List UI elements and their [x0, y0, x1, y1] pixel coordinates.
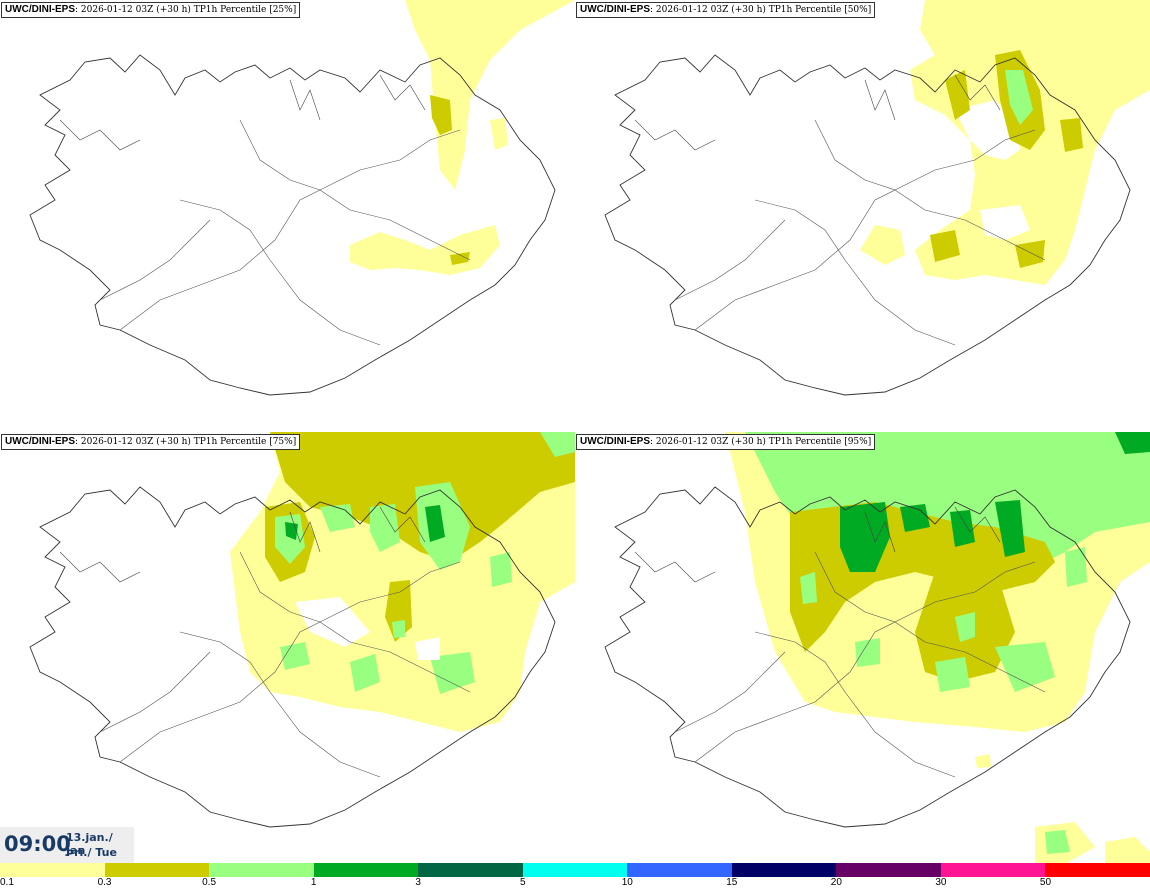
panel-subtitle: : 2026-01-12 03Z (+30 h) TP1h Percentile…: [650, 437, 872, 447]
precip-map-50: [604, 0, 1150, 396]
model-name: UWC/DINI-EPS: [580, 4, 650, 15]
precip-colorbar: [0, 863, 1150, 877]
colorbar-segment: [731, 863, 837, 877]
map-panel-75: UWC/DINI-EPS: 2026-01-12 03Z (+30 h) TP1…: [0, 432, 575, 864]
model-name: UWC/DINI-EPS: [5, 4, 75, 15]
precip-map-75: [29, 432, 575, 828]
colorbar-tick-label: 30: [935, 877, 947, 888]
panel-subtitle: : 2026-01-12 03Z (+30 h) TP1h Percentile…: [75, 437, 297, 447]
valid-date: 13.jan./ Jan: [66, 831, 113, 857]
panel-subtitle: : 2026-01-12 03Z (+30 h) TP1h Percentile…: [650, 5, 872, 15]
panel-label: UWC/DINI-EPS: 2026-01-12 03Z (+30 h) TP1…: [576, 434, 876, 450]
colorbar-segment: [209, 863, 314, 877]
precip-map-95: [604, 432, 1150, 864]
colorbar-segment: [418, 863, 523, 877]
panel-label: UWC/DINI-EPS: 2026-01-12 03Z (+30 h) TP1…: [1, 2, 301, 18]
colorbar-tick-label: 0.1: [0, 877, 14, 888]
panel-label: UWC/DINI-EPS: 2026-01-12 03Z (+30 h) TP1…: [1, 434, 301, 450]
colorbar-tick-label: 10: [621, 877, 633, 888]
colorbar-segment: [627, 863, 732, 877]
valid-time-box: 09:00 13.jan./ Jan Þri./ Tue: [0, 827, 134, 863]
colorbar-segment: [522, 863, 628, 877]
colorbar-tick-label: 50: [1039, 877, 1052, 888]
colorbar-tick-label: 5: [519, 877, 526, 888]
colorbar-segment: [0, 863, 105, 877]
map-panel-95: UWC/DINI-EPS: 2026-01-12 03Z (+30 h) TP1…: [575, 432, 1150, 864]
map-panel-50: UWC/DINI-EPS: 2026-01-12 03Z (+30 h) TP1…: [575, 0, 1150, 432]
panel-label: UWC/DINI-EPS: 2026-01-12 03Z (+30 h) TP1…: [576, 2, 876, 18]
colorbar-segment: [836, 863, 941, 877]
valid-time: 09:00: [4, 832, 71, 856]
colorbar-tick-label: 20: [830, 877, 842, 888]
colorbar-tick-label: 3: [415, 877, 421, 888]
colorbar-tick-label: 0.3: [97, 877, 112, 888]
colorbar-tick-label: 1: [310, 877, 317, 888]
colorbar-segment: [940, 863, 1046, 877]
precip-map-25: [29, 0, 575, 396]
panel-subtitle: : 2026-01-12 03Z (+30 h) TP1h Percentile…: [75, 5, 297, 15]
model-name: UWC/DINI-EPS: [580, 436, 650, 447]
valid-weekday: Þri./ Tue: [66, 846, 117, 859]
map-panel-25: UWC/DINI-EPS: 2026-01-12 03Z (+30 h) TP1…: [0, 0, 575, 432]
colorbar-segment: [1045, 863, 1150, 877]
model-name: UWC/DINI-EPS: [5, 436, 75, 447]
colorbar-segment: [104, 863, 210, 877]
colorbar-segment: [313, 863, 419, 877]
colorbar-tick-label: 0.5: [202, 877, 217, 888]
colorbar-tick-label: 15: [726, 877, 738, 888]
colorbar-ticks: 0.1 0.3 0.5 1 3 5 10 15 20 30 50: [0, 877, 1150, 891]
